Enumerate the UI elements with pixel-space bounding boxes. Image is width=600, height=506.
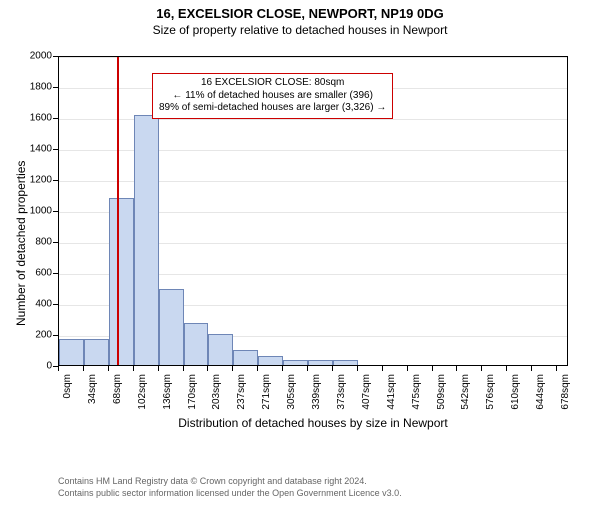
x-tick-label: 678sqm [560, 374, 571, 416]
y-tick-mark [53, 335, 58, 336]
annotation-line: 89% of semi-detached houses are larger (… [159, 102, 386, 115]
x-tick-label: 136sqm [162, 374, 173, 416]
x-tick-label: 441sqm [386, 374, 397, 416]
histogram-bar [84, 339, 109, 365]
chart-title: 16, EXCELSIOR CLOSE, NEWPORT, NP19 0DG [0, 6, 600, 21]
y-tick-label: 400 [18, 299, 52, 310]
x-axis-label: Distribution of detached houses by size … [58, 416, 568, 430]
x-tick-label: 339sqm [311, 374, 322, 416]
x-tick-mark [58, 366, 59, 371]
histogram-bar [134, 115, 159, 365]
x-tick-label: 271sqm [261, 374, 272, 416]
y-tick-label: 800 [18, 237, 52, 248]
x-tick-mark [556, 366, 557, 371]
x-tick-mark [133, 366, 134, 371]
chart-subtitle: Size of property relative to detached ho… [0, 23, 600, 37]
annotation-line: 16 EXCELSIOR CLOSE: 80sqm [159, 77, 386, 90]
chart-area: Number of detached properties 16 EXCELSI… [0, 46, 600, 446]
x-tick-mark [506, 366, 507, 371]
y-tick-mark [53, 242, 58, 243]
x-tick-mark [531, 366, 532, 371]
y-tick-label: 1800 [18, 82, 52, 93]
y-tick-label: 200 [18, 330, 52, 341]
histogram-bar [208, 334, 233, 365]
y-tick-mark [53, 149, 58, 150]
x-tick-mark [108, 366, 109, 371]
y-tick-mark [53, 211, 58, 212]
x-tick-mark [456, 366, 457, 371]
histogram-bar [159, 289, 184, 365]
x-tick-mark [382, 366, 383, 371]
x-tick-label: 542sqm [460, 374, 471, 416]
x-tick-label: 102sqm [137, 374, 148, 416]
y-tick-mark [53, 273, 58, 274]
x-tick-mark [83, 366, 84, 371]
x-tick-mark [481, 366, 482, 371]
x-tick-mark [207, 366, 208, 371]
y-tick-label: 0 [18, 361, 52, 372]
x-tick-mark [357, 366, 358, 371]
x-tick-label: 610sqm [510, 374, 521, 416]
y-tick-mark [53, 180, 58, 181]
x-tick-mark [282, 366, 283, 371]
y-tick-mark [53, 118, 58, 119]
y-tick-label: 1400 [18, 144, 52, 155]
y-tick-label: 2000 [18, 51, 52, 62]
x-tick-label: 475sqm [411, 374, 422, 416]
annotation-line: ← 11% of detached houses are smaller (39… [159, 90, 386, 103]
y-tick-mark [53, 56, 58, 57]
x-tick-mark [332, 366, 333, 371]
x-tick-label: 407sqm [361, 374, 372, 416]
x-tick-mark [432, 366, 433, 371]
y-tick-mark [53, 87, 58, 88]
histogram-bar [333, 360, 358, 365]
histogram-bar [233, 350, 258, 366]
footer-line-2: Contains public sector information licen… [58, 488, 402, 498]
x-tick-mark [232, 366, 233, 371]
y-tick-label: 1200 [18, 175, 52, 186]
y-tick-label: 1600 [18, 113, 52, 124]
x-tick-label: 203sqm [211, 374, 222, 416]
histogram-bar [308, 360, 333, 365]
x-tick-label: 373sqm [336, 374, 347, 416]
x-tick-mark [183, 366, 184, 371]
x-tick-label: 305sqm [286, 374, 297, 416]
y-tick-mark [53, 304, 58, 305]
gridline [59, 57, 567, 58]
x-tick-label: 509sqm [436, 374, 447, 416]
annotation-box: 16 EXCELSIOR CLOSE: 80sqm← 11% of detach… [152, 73, 393, 119]
x-tick-label: 34sqm [87, 374, 98, 416]
histogram-bar [184, 323, 208, 365]
x-tick-mark [158, 366, 159, 371]
plot-region: 16 EXCELSIOR CLOSE: 80sqm← 11% of detach… [58, 56, 568, 366]
histogram-bar [258, 356, 283, 365]
x-tick-label: 68sqm [112, 374, 123, 416]
footer-line-1: Contains HM Land Registry data © Crown c… [58, 476, 367, 486]
histogram-bar [283, 360, 308, 365]
x-tick-label: 576sqm [485, 374, 496, 416]
x-tick-label: 237sqm [236, 374, 247, 416]
y-tick-label: 600 [18, 268, 52, 279]
x-tick-mark [407, 366, 408, 371]
property-marker-line [117, 57, 119, 365]
x-tick-label: 644sqm [535, 374, 546, 416]
x-tick-label: 0sqm [62, 374, 73, 416]
x-tick-mark [257, 366, 258, 371]
y-tick-label: 1000 [18, 206, 52, 217]
x-tick-label: 170sqm [187, 374, 198, 416]
histogram-bar [59, 339, 84, 365]
histogram-bar [109, 198, 134, 365]
x-tick-mark [307, 366, 308, 371]
